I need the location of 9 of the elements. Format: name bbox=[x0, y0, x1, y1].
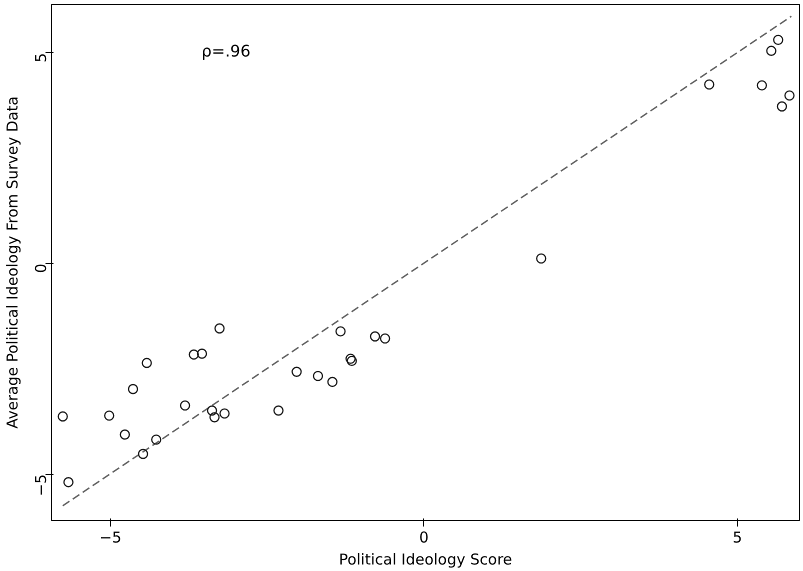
y-tick-label: 0 bbox=[32, 264, 50, 274]
x-tick-label: 5 bbox=[732, 528, 742, 546]
x-tick-label: −5 bbox=[99, 528, 122, 546]
y-tick-label: −5 bbox=[32, 474, 50, 496]
x-tick-label: 0 bbox=[419, 528, 429, 546]
y-axis-title: Average Political Ideology From Survey Data bbox=[4, 96, 22, 429]
x-axis-title: Political Ideology Score bbox=[338, 550, 512, 568]
y-tick-label: 5 bbox=[32, 52, 50, 62]
annotation: ρ=.96 bbox=[202, 42, 251, 60]
